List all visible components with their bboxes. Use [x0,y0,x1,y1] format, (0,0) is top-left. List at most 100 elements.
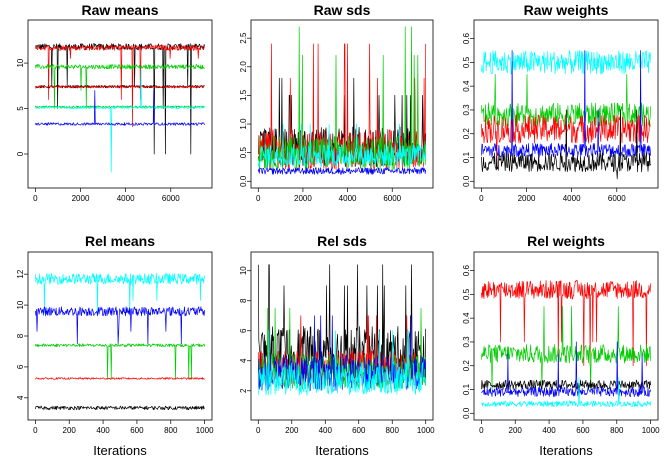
y-tick-label: 12 [16,269,25,278]
y-tick-label: 0.6 [462,264,471,276]
x-tick-label: 600 [576,426,590,435]
x-tick-label: 600 [130,426,144,435]
y-tick-label: 0.4 [462,80,471,92]
x-tick-label: 2000 [72,194,90,203]
x-tick-label: 0 [479,426,484,435]
y-tick-label: 2.5 [239,32,248,44]
trace-series-4 [257,330,427,396]
y-tick-label: 1.0 [239,118,248,130]
trace-series-4 [481,377,651,407]
trace-series-0 [481,50,651,75]
y-tick-label: 6 [239,328,248,333]
x-tick-label: 200 [509,426,523,435]
trace-series-4 [257,123,427,168]
y-tick-label: 10 [16,300,25,309]
y-tick-label: 2.0 [239,61,248,73]
x-tick-label: 1000 [196,426,214,435]
trace-series-3 [481,341,651,397]
x-tick-label: 600 [352,426,366,435]
x-tick-label: 4000 [339,194,357,203]
trace-series-4 [35,405,205,411]
x-tick-label: 400 [96,426,110,435]
x-tick-label: 200 [285,426,299,435]
trace-series-2 [257,26,427,171]
y-tick-label: 0.0 [239,175,248,187]
trace-series-2 [35,64,205,109]
x-tick-label: 2000 [294,194,312,203]
panel-1: Raw sds 0 2000 4000 6000 0.0 0.5 1.0 1.5 2.0 2.5 [239,2,434,203]
panel-title: Rel weights [527,233,605,249]
x-tick-label: 400 [319,426,333,435]
x-tick-label: 400 [542,426,556,435]
x-tick-label: 4000 [563,194,581,203]
y-tick-label: 0 [16,151,25,156]
y-tick-label: 0.3 [462,336,471,348]
x-tick-label: 0 [33,426,38,435]
plot-frame [250,19,434,189]
panel-2: Raw weights 0 2000 4000 6000 0.0 0.1 0.2 0.3 0.4 0… [462,2,659,203]
y-tick-label: 0.0 [462,407,471,419]
trace-series-2 [35,343,205,380]
x-tick-label: 1000 [642,426,660,435]
y-tick-label: 8 [16,333,25,338]
trace-series-3 [257,167,427,175]
y-tick-label: 10 [16,58,25,67]
y-tick-label: 4 [16,395,25,400]
y-tick-label: 0.3 [462,104,471,116]
x-tick-label: 4000 [117,194,135,203]
x-tick-label: 800 [610,426,624,435]
panel-5: Rel weights 0 200 400 600 800 1000 0.0 0.1 0.2 0.3… [462,233,660,458]
trace-series-1 [35,44,205,128]
trace-series-5 [35,85,205,89]
x-axis-label: Iterations [315,443,369,458]
y-tick-label: 0.1 [462,383,471,395]
x-tick-label: 0 [256,194,261,203]
x-tick-label: 0 [479,194,484,203]
x-tick-label: 2000 [518,194,536,203]
y-tick-label: 0.2 [462,360,471,372]
y-tick-label: 0.5 [462,288,471,300]
trace-series-0 [35,273,205,314]
trace-series-1 [481,305,651,390]
panel-0: Raw means 0 2000 4000 6000 0 5 10 [16,2,213,203]
y-tick-label: 4 [239,358,248,363]
panel-title: Raw sds [314,2,371,18]
y-tick-label: 8 [239,298,248,303]
x-tick-label: 200 [63,426,77,435]
y-tick-label: 0.2 [462,128,471,140]
y-tick-label: 6 [16,364,25,369]
panel-title: Rel means [85,233,155,249]
x-axis-label: Iterations [539,443,593,458]
x-axis-label: Iterations [93,443,147,458]
y-tick-label: 0.5 [462,56,471,68]
y-tick-label: 10 [239,266,248,275]
y-tick-label: 0.6 [462,32,471,44]
trace-series-1 [35,306,205,345]
panel-3: Rel means 0 200 400 600 800 1000 4 6 8 10 12 Iterati… [16,233,214,458]
x-tick-label: 800 [386,426,400,435]
panel-title: Raw means [81,2,158,18]
x-tick-label: 0 [33,194,38,203]
trace-series-6 [35,69,205,173]
panel-4: Rel sds 0 200 400 600 800 1000 2 4 6 8 10 Iterations [239,233,435,458]
trace-series-2 [481,379,651,390]
x-tick-label: 0 [256,426,261,435]
y-tick-label: 2 [239,388,248,393]
x-tick-label: 6000 [608,194,626,203]
trace-series-0 [35,43,205,155]
x-tick-label: 6000 [162,194,180,203]
plot-frame [250,251,434,421]
trace-series-7 [35,90,205,126]
y-tick-label: 0.0 [462,175,471,187]
plot-frame [473,251,659,421]
y-tick-label: 0.5 [239,147,248,159]
x-tick-label: 1000 [417,426,435,435]
trace-series-4 [481,109,651,180]
y-tick-label: 0.1 [462,151,471,163]
y-tick-label: 1.5 [239,89,248,101]
panel-title: Raw weights [524,2,609,18]
plot-frame [473,19,659,189]
y-tick-label: 0.4 [462,312,471,324]
plot-frame [27,19,213,189]
